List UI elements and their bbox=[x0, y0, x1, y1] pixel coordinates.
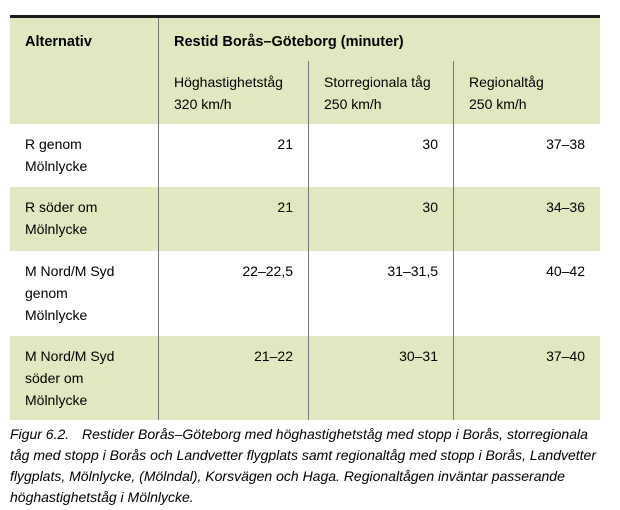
cell-value: 37–40 bbox=[453, 336, 600, 420]
figure-caption-number: Figur 6.2. bbox=[10, 426, 70, 442]
column-header-regionaltag: Regionaltåg 250 km/h bbox=[453, 61, 600, 124]
row-label-r-soder-om: R söder om Mölnlycke bbox=[10, 187, 158, 251]
cell-value: 21–22 bbox=[158, 336, 308, 420]
travel-time-table: Alternativ Restid Borås–Göteborg (minute… bbox=[10, 15, 600, 420]
cell-value: 21 bbox=[158, 187, 308, 251]
cell-value: 30–31 bbox=[308, 336, 453, 420]
column-header-hoghastighetstag: Höghastighetståg 320 km/h bbox=[158, 61, 308, 124]
row-label-m-nord-syd-soder-om: M Nord/M Syd söder om Mölnlycke bbox=[10, 336, 158, 420]
group-header-restid: Restid Borås–Göteborg (minuter) bbox=[158, 18, 600, 61]
column-header-alternativ: Alternativ bbox=[10, 18, 158, 124]
column-header-alternativ-label: Alternativ bbox=[25, 34, 92, 50]
figure-caption: Figur 6.2. Restider Borås–Göteborg med h… bbox=[10, 424, 598, 508]
row-label-r-genom: R genom Mölnlycke bbox=[10, 124, 158, 187]
cell-value: 37–38 bbox=[453, 124, 600, 187]
cell-value: 30 bbox=[308, 124, 453, 187]
cell-value: 21 bbox=[158, 124, 308, 187]
row-label-m-nord-syd-genom: M Nord/M Syd genom Mölnlycke bbox=[10, 251, 158, 336]
cell-value: 31–31,5 bbox=[308, 251, 453, 336]
cell-value: 22–22,5 bbox=[158, 251, 308, 336]
cell-value: 30 bbox=[308, 187, 453, 251]
cell-value: 34–36 bbox=[453, 187, 600, 251]
figure-caption-text: Restider Borås–Göteborg med höghastighet… bbox=[10, 426, 596, 505]
cell-value: 40–42 bbox=[453, 251, 600, 336]
column-header-storregionala-tag: Storregionala tåg 250 km/h bbox=[308, 61, 453, 124]
group-header-restid-label: Restid Borås–Göteborg (minuter) bbox=[174, 34, 404, 50]
